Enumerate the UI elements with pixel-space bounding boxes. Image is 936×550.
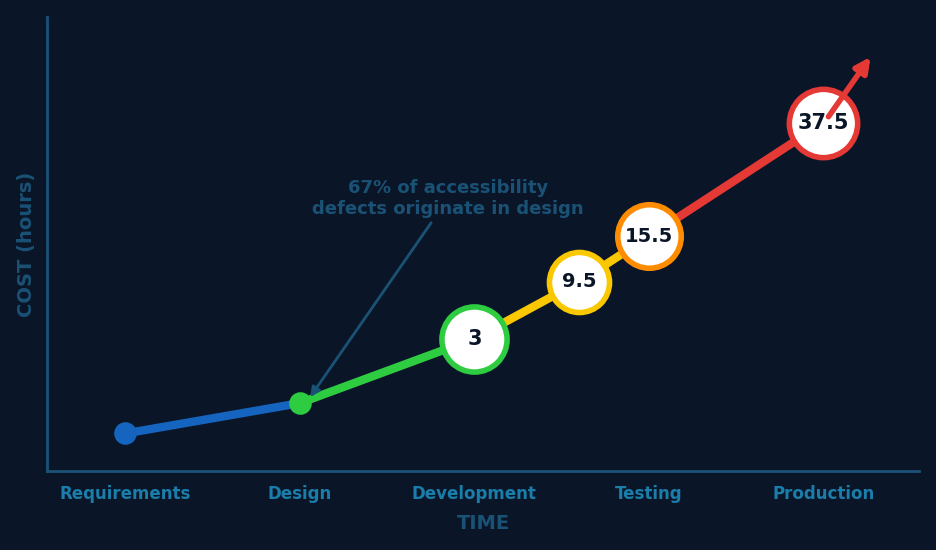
Text: 15.5: 15.5 bbox=[624, 227, 673, 246]
Text: 67% of accessibility
defects originate in design: 67% of accessibility defects originate i… bbox=[312, 179, 584, 394]
Text: 3: 3 bbox=[467, 329, 482, 349]
Point bbox=[816, 118, 831, 127]
Text: 9.5: 9.5 bbox=[562, 272, 596, 292]
Text: 37.5: 37.5 bbox=[797, 113, 849, 133]
Point bbox=[118, 429, 133, 438]
Point bbox=[292, 399, 307, 408]
X-axis label: TIME: TIME bbox=[457, 514, 509, 534]
Point bbox=[641, 232, 656, 241]
Point bbox=[467, 334, 482, 343]
Point bbox=[572, 278, 587, 287]
Y-axis label: COST (hours): COST (hours) bbox=[17, 172, 36, 317]
